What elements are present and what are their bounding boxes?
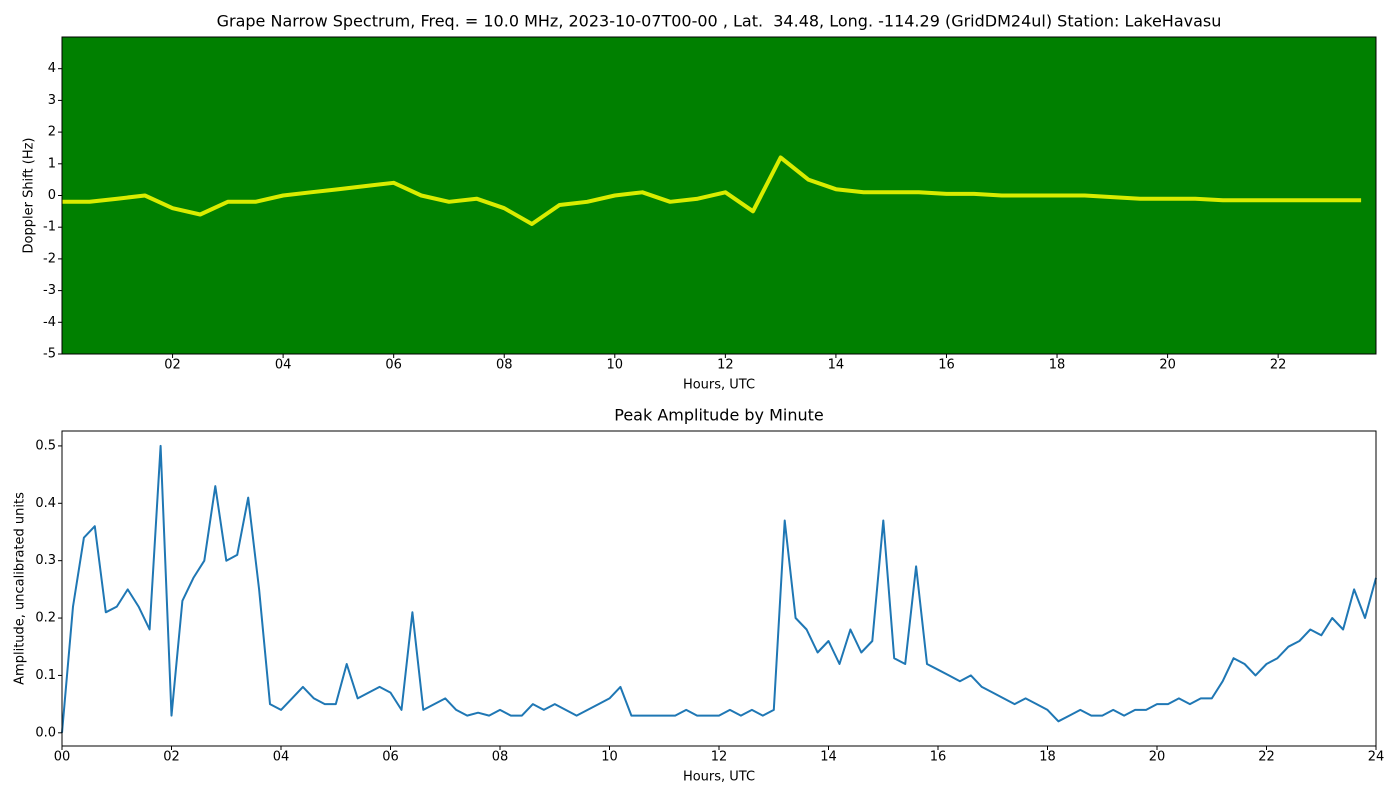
x-tick-label: 22 (1258, 750, 1275, 765)
x-tick-label: 12 (717, 358, 734, 373)
doppler-trace (62, 155, 1362, 226)
x-tick-label: 08 (492, 750, 509, 765)
chart-title: Grape Narrow Spectrum, Freq. = 10.0 MHz,… (217, 12, 1222, 31)
x-tick-label: 20 (1149, 750, 1166, 765)
x-tick-label: 04 (273, 750, 290, 765)
x-tick-label: 18 (1039, 750, 1056, 765)
y-axis-label: Doppler Shift (Hz) (22, 138, 37, 254)
y-tick-label: 0.4 (35, 496, 56, 511)
y-tick-label: -3 (43, 283, 56, 298)
x-tick-label: 14 (820, 750, 837, 765)
x-tick-label: 06 (382, 750, 399, 765)
y-tick-label: 0 (48, 188, 56, 203)
amplitude-line (61, 444, 1377, 733)
x-tick-label: 12 (711, 750, 728, 765)
x-tick-label: 10 (607, 358, 624, 373)
y-axis-label: Amplitude, uncalibrated units (13, 492, 28, 685)
y-tick-label: 1 (48, 156, 56, 171)
x-axis-label: Hours, UTC (683, 378, 755, 393)
x-tick-label: 04 (275, 358, 292, 373)
y-tick-label: 3 (48, 93, 56, 108)
y-tick-label: -4 (43, 315, 56, 330)
x-tick-label: 02 (163, 750, 180, 765)
x-tick-label: 22 (1270, 358, 1287, 373)
y-tick-label: 0.1 (35, 668, 56, 683)
x-tick-label: 14 (828, 358, 845, 373)
y-tick-label: 0.5 (35, 438, 56, 453)
x-tick-label: 16 (938, 358, 955, 373)
x-tick-label: 02 (164, 358, 181, 373)
x-tick-label: 18 (1049, 358, 1066, 373)
y-tick-label: 2 (48, 125, 56, 140)
y-tick-label: 0.3 (35, 553, 56, 568)
x-tick-label: 00 (54, 750, 71, 765)
y-tick-label: -5 (43, 347, 56, 362)
x-tick-label: 24 (1368, 750, 1385, 765)
x-tick-label: 20 (1159, 358, 1176, 373)
y-tick-label: 0.2 (35, 611, 56, 626)
x-tick-label: 16 (930, 750, 947, 765)
x-axis-label: Hours, UTC (683, 770, 755, 785)
y-tick-label: 0.0 (35, 725, 56, 740)
y-tick-label: -2 (43, 251, 56, 266)
y-tick-label: 4 (48, 61, 56, 76)
x-tick-label: 06 (385, 358, 402, 373)
x-tick-label: 08 (496, 358, 513, 373)
y-tick-label: -1 (43, 220, 56, 235)
x-tick-label: 10 (601, 750, 618, 765)
chart-title: Peak Amplitude by Minute (614, 406, 824, 425)
